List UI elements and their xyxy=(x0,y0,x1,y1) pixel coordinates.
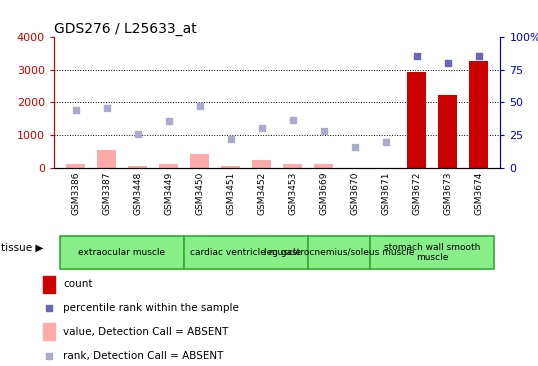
Text: GSM3673: GSM3673 xyxy=(443,172,452,215)
Point xyxy=(195,104,204,109)
Text: GSM3672: GSM3672 xyxy=(412,172,421,215)
Bar xyxy=(97,150,116,168)
Point xyxy=(381,139,390,145)
Bar xyxy=(438,95,457,168)
Bar xyxy=(43,276,55,293)
Point xyxy=(257,124,266,130)
Text: GSM3386: GSM3386 xyxy=(71,172,80,215)
Text: GSM3449: GSM3449 xyxy=(164,172,173,215)
Point xyxy=(350,144,359,150)
Bar xyxy=(159,164,178,168)
Text: stomach wall smooth
muscle: stomach wall smooth muscle xyxy=(384,243,480,262)
Text: GSM3453: GSM3453 xyxy=(288,172,297,215)
Bar xyxy=(43,323,55,340)
Text: GDS276 / L25633_at: GDS276 / L25633_at xyxy=(54,22,196,36)
Text: leg gastrocnemius/soleus muscle: leg gastrocnemius/soleus muscle xyxy=(264,248,414,257)
Point xyxy=(319,128,328,134)
Text: GSM3671: GSM3671 xyxy=(381,172,390,215)
Point xyxy=(443,60,452,66)
Text: GSM3448: GSM3448 xyxy=(133,172,142,215)
Point xyxy=(71,108,80,113)
Bar xyxy=(128,166,147,168)
Bar xyxy=(308,236,370,269)
Bar xyxy=(407,72,426,168)
Bar xyxy=(469,61,488,168)
Point xyxy=(164,118,173,124)
Bar xyxy=(184,236,308,269)
Text: GSM3674: GSM3674 xyxy=(474,172,483,215)
Bar xyxy=(284,164,302,168)
Text: tissue ▶: tissue ▶ xyxy=(1,243,43,253)
Text: rank, Detection Call = ABSENT: rank, Detection Call = ABSENT xyxy=(63,351,224,361)
Bar xyxy=(370,236,494,269)
Point xyxy=(412,53,421,59)
Text: GSM3452: GSM3452 xyxy=(257,172,266,215)
Bar xyxy=(314,164,333,168)
Bar xyxy=(252,160,271,168)
Point xyxy=(133,131,142,137)
Bar xyxy=(190,154,209,168)
Text: percentile rank within the sample: percentile rank within the sample xyxy=(63,303,239,313)
Text: GSM3387: GSM3387 xyxy=(102,172,111,215)
Point xyxy=(102,105,111,111)
Bar xyxy=(60,236,184,269)
Text: GSM3669: GSM3669 xyxy=(319,172,328,215)
Bar xyxy=(221,166,240,168)
Text: value, Detection Call = ABSENT: value, Detection Call = ABSENT xyxy=(63,327,229,337)
Text: extraocular muscle: extraocular muscle xyxy=(79,248,166,257)
Bar xyxy=(66,164,85,168)
Point xyxy=(226,137,235,142)
Point xyxy=(475,53,483,59)
Text: GSM3450: GSM3450 xyxy=(195,172,204,215)
Text: count: count xyxy=(63,279,93,289)
Text: GSM3451: GSM3451 xyxy=(226,172,235,215)
Point xyxy=(288,117,297,123)
Text: GSM3670: GSM3670 xyxy=(350,172,359,215)
Text: cardiac ventricle muscle: cardiac ventricle muscle xyxy=(190,248,302,257)
